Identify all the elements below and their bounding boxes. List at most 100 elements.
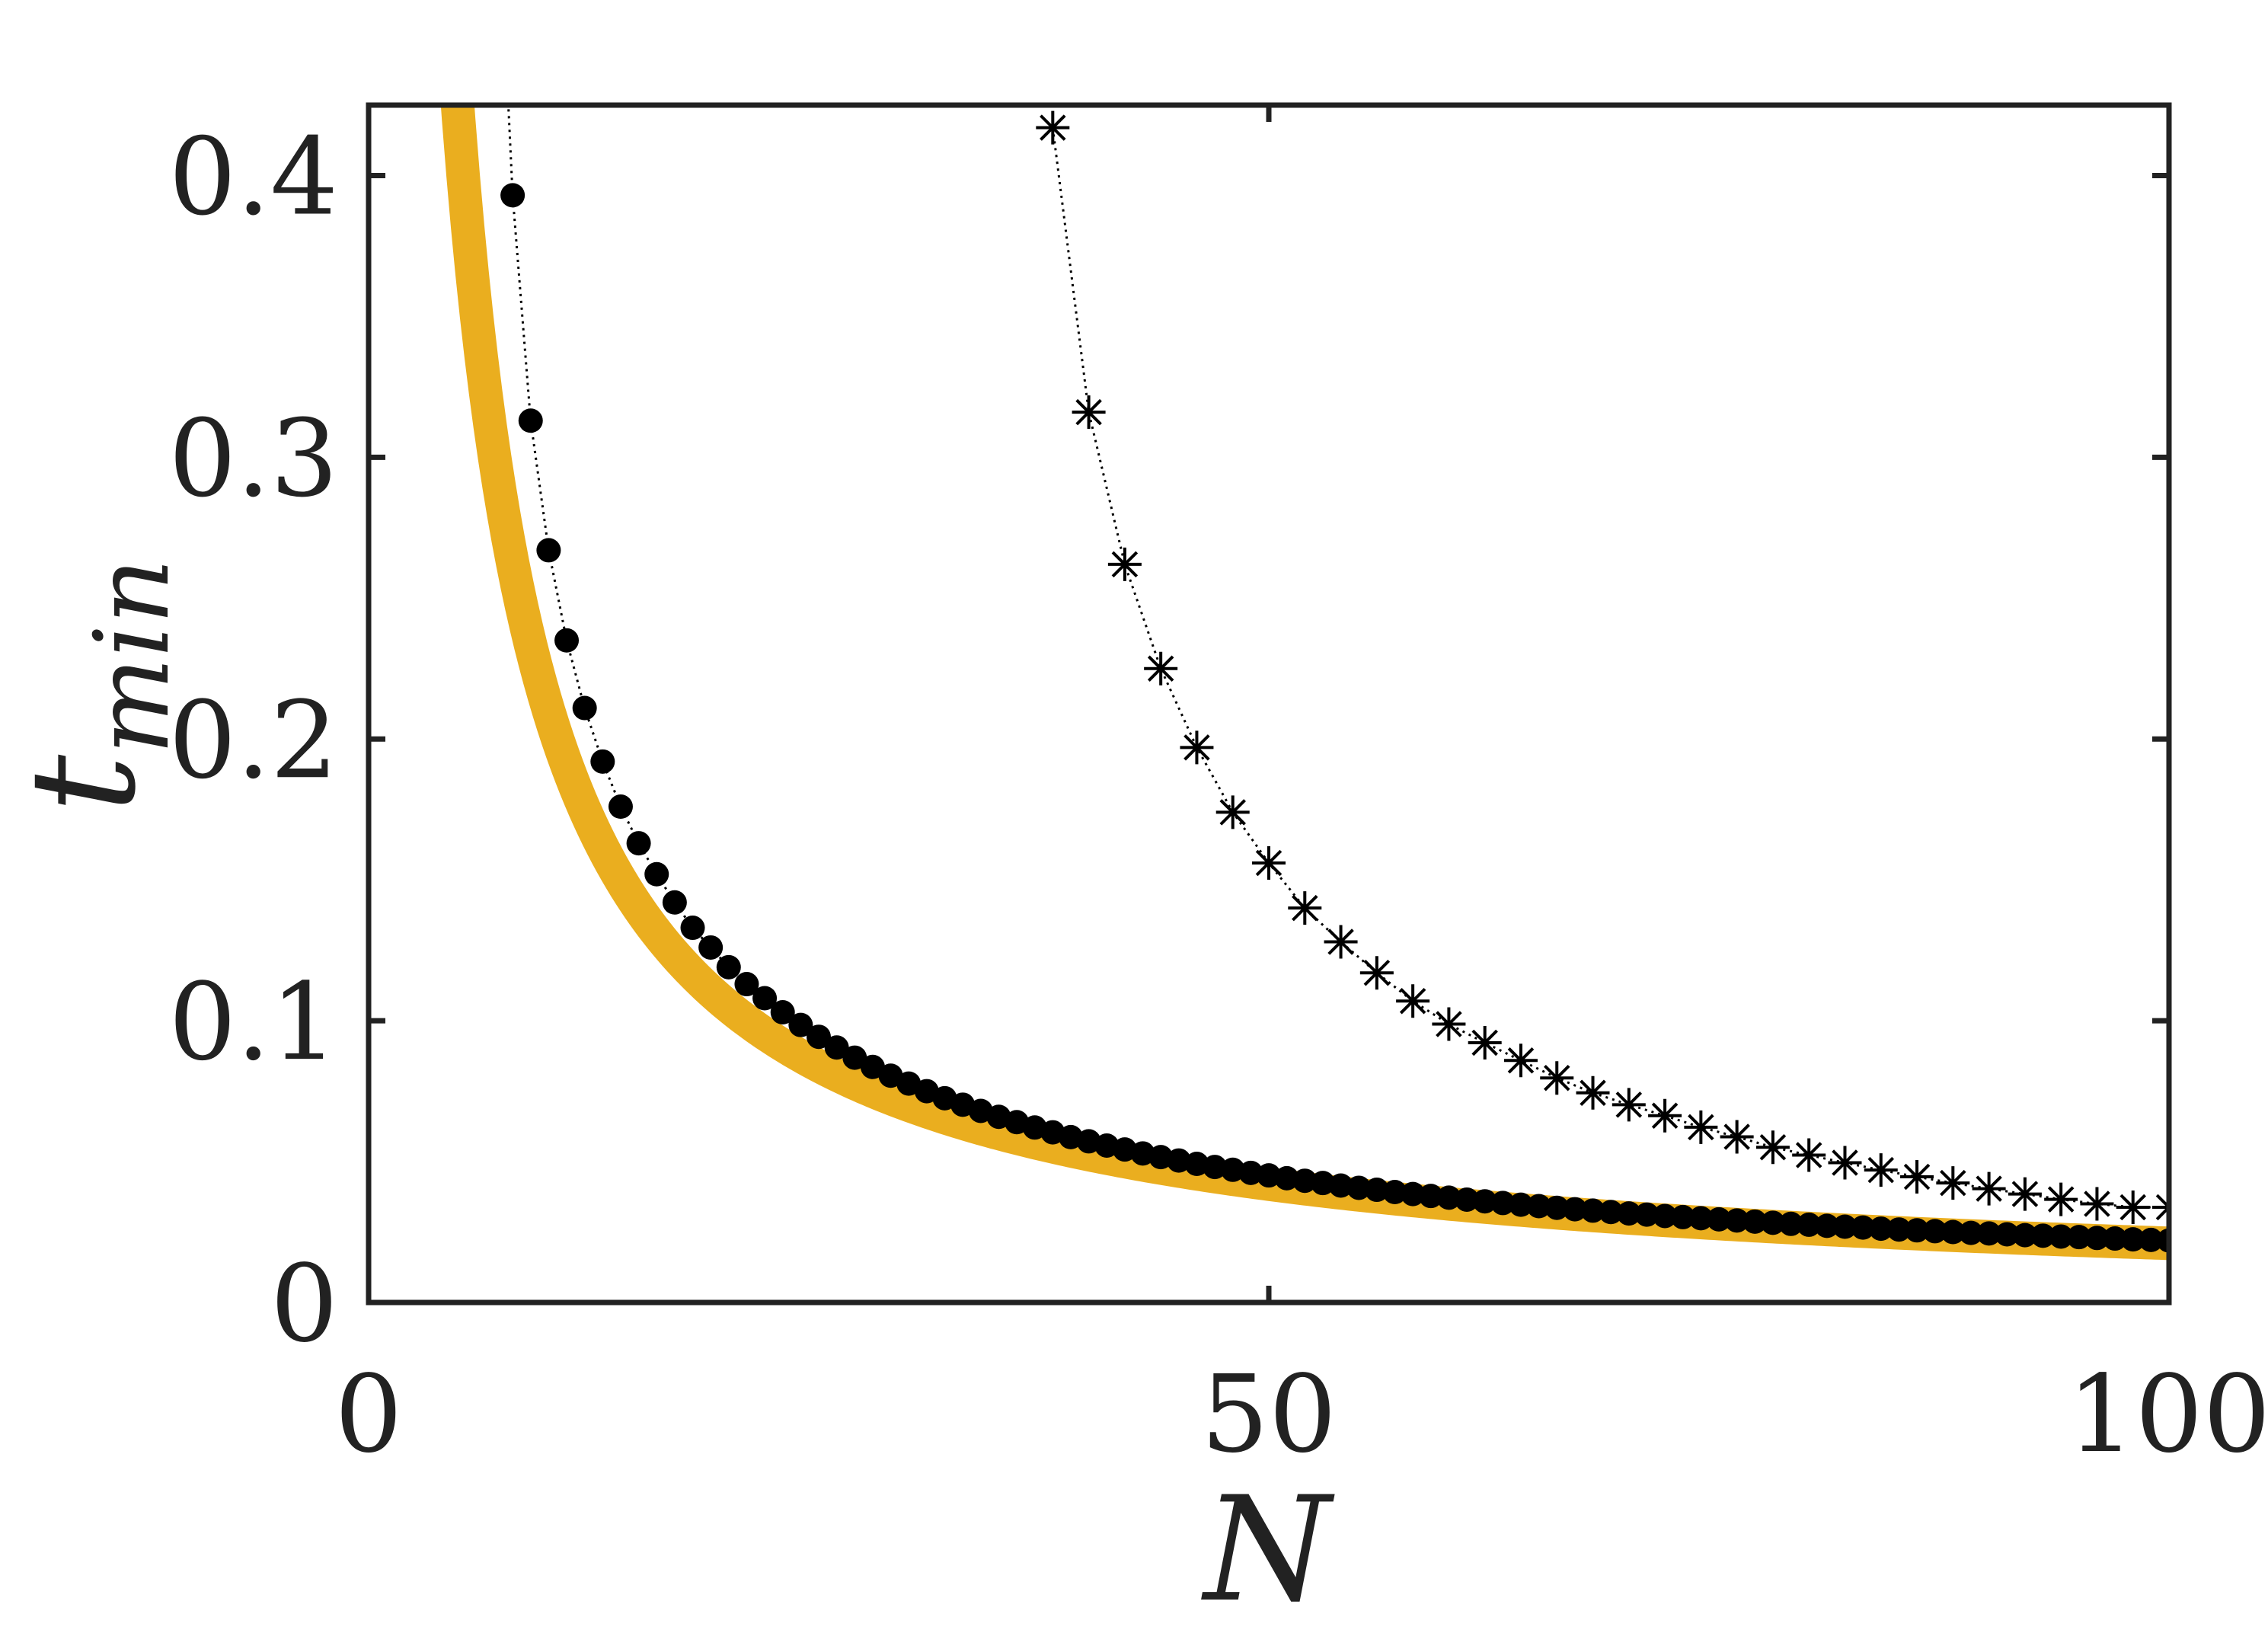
series-dots-point	[644, 861, 669, 887]
series-dots-point	[2139, 1227, 2164, 1252]
series-stars-point	[1900, 1160, 1934, 1194]
series-dots-point	[680, 916, 705, 941]
series-dots-point	[1346, 1175, 1372, 1200]
series-dots-point	[608, 794, 633, 820]
series-stars-point	[1324, 925, 1358, 959]
series-stars-point	[2008, 1177, 2042, 1211]
series-dots-point	[1401, 1181, 1426, 1207]
series-stars-point	[1503, 1044, 1538, 1078]
series-dots-point	[1905, 1218, 1930, 1243]
y-tick-label: 0	[270, 1242, 338, 1366]
series-dots-point	[2049, 1224, 2074, 1249]
series-dots-point	[1995, 1222, 2020, 1247]
series-stars-point	[1107, 547, 1142, 581]
series-dots-point	[626, 831, 651, 856]
series-stars-point	[1755, 1130, 1790, 1165]
series-stars-point	[1720, 1120, 1754, 1154]
series-stars-point	[1468, 1025, 1502, 1060]
series-dots-point	[1166, 1148, 1191, 1173]
series-dots-point	[1328, 1173, 1353, 1198]
y-axis-title-subscript: min	[72, 558, 192, 755]
y-tick-label: 0.1	[168, 960, 338, 1085]
series-dots-point	[807, 1024, 831, 1050]
series-dots-point	[1724, 1208, 1749, 1233]
series-dots-point	[1562, 1197, 1587, 1222]
series-dots-point	[1670, 1204, 1695, 1229]
series-dots-point	[716, 954, 741, 980]
series-dots-point	[1958, 1220, 1983, 1245]
x-axis-title: N	[1201, 1465, 1335, 1630]
series-stars-point	[1828, 1146, 1862, 1180]
series-dots-point	[518, 408, 543, 433]
series-dots-point	[1490, 1191, 1516, 1216]
series-dots-point	[1976, 1221, 2001, 1246]
series-stars-point	[1612, 1088, 1646, 1122]
series-dots-point	[2157, 1228, 2169, 1253]
series-dots-point	[1148, 1145, 1174, 1170]
series-dots-point	[1868, 1216, 1893, 1242]
series-stars-point	[2116, 1190, 2150, 1224]
plot-area	[440, 105, 2169, 1261]
series-dots-point	[1580, 1198, 1605, 1223]
series-dots-point	[1310, 1171, 1335, 1196]
series-dots-point	[842, 1045, 867, 1070]
series-dots-point	[1472, 1189, 1497, 1214]
series-dots-point	[1220, 1157, 1245, 1182]
x-tick-label: 100	[2067, 1353, 2268, 1477]
series-dots-point	[1257, 1163, 1281, 1188]
series-dots-point	[1508, 1192, 1533, 1217]
series-dots-point	[572, 695, 597, 721]
x-tick-label: 0	[334, 1353, 402, 1477]
series-dots-point	[1688, 1206, 1714, 1231]
series-dots-point	[770, 1000, 795, 1025]
series-dots-point	[1778, 1211, 1803, 1236]
series-dots-point	[2120, 1227, 2145, 1252]
series-stars-point	[1936, 1166, 1970, 1200]
x-tick-labels: 0 50 100	[334, 1353, 2268, 1477]
series-dots-point	[1526, 1194, 1551, 1219]
series-stars-point	[1864, 1153, 1898, 1187]
series-dots-point	[1941, 1219, 1966, 1245]
series-dots-point	[2066, 1225, 2091, 1250]
series-dots-point	[2103, 1226, 2128, 1251]
series-stars-point	[1144, 651, 1178, 686]
series-dots-point	[1599, 1200, 1624, 1225]
series-dots-point	[1832, 1214, 1858, 1239]
series-dots-point	[1653, 1203, 1678, 1229]
y-tick-label: 0.3	[168, 397, 338, 521]
series-dots-point	[554, 628, 580, 653]
series-dots-point	[2084, 1226, 2110, 1251]
series-stars-point	[1359, 956, 1394, 990]
series-dots-point	[662, 890, 687, 915]
series-dots-point	[734, 972, 759, 997]
series-dots-point	[1364, 1178, 1389, 1203]
series-stars-point	[1684, 1110, 1718, 1144]
series-dots-point	[1707, 1207, 1731, 1232]
series-dots-point	[1274, 1165, 1299, 1191]
series-stars-point	[1072, 395, 1106, 430]
series-stars-point	[1036, 110, 1070, 145]
y-axis-title-main: t	[0, 754, 168, 813]
series-dots-point	[1616, 1201, 1641, 1226]
axis-ticks	[366, 105, 2172, 1306]
series-dots-point	[1544, 1195, 1570, 1220]
series-dots-point	[536, 538, 561, 563]
y-tick-labels: 0 0.1 0.2 0.3 0.4	[168, 115, 338, 1366]
series-stars-point	[1972, 1171, 2006, 1206]
x-tick-label: 50	[1201, 1353, 1337, 1477]
series-dots-point	[1292, 1168, 1318, 1194]
series-dots-point	[824, 1035, 849, 1060]
series-stars-point	[1215, 795, 1250, 829]
y-axis-title: tmin	[0, 558, 192, 813]
series-dots-point	[1760, 1210, 1785, 1235]
series-stars-point	[1252, 845, 1286, 880]
series-stars-point	[2080, 1187, 2114, 1221]
series-dots-point	[1814, 1213, 1839, 1238]
series-dots-point	[1203, 1155, 1228, 1180]
series-stars-point	[2044, 1182, 2078, 1216]
series-dots-point	[1851, 1215, 1876, 1240]
series-dots-point	[2012, 1222, 2037, 1248]
series-dots-point	[1922, 1219, 1947, 1244]
series-dots-point	[1184, 1152, 1209, 1177]
